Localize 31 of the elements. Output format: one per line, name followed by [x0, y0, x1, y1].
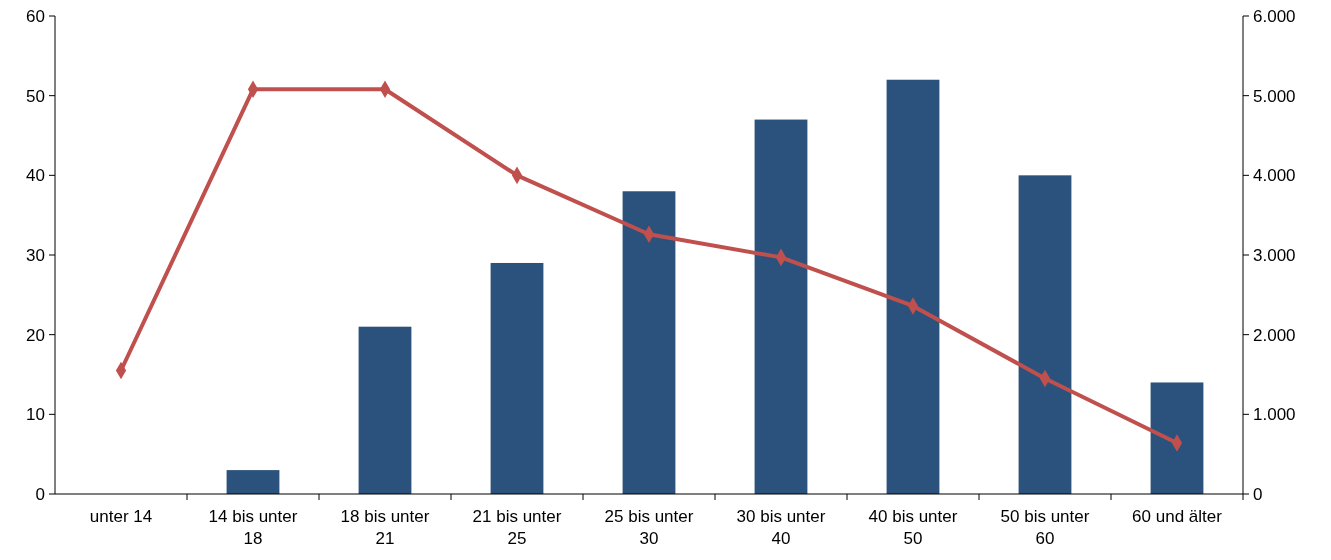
y2-tick-label: 0: [1253, 484, 1263, 504]
y2-tick-label: 6.000: [1253, 6, 1296, 26]
bar: [622, 191, 676, 494]
y-tick-label: 50: [26, 86, 45, 106]
bar: [358, 326, 412, 494]
y2-tick-label: 3.000: [1253, 245, 1296, 265]
y-tick-label: 20: [26, 325, 45, 345]
bar: [886, 79, 940, 494]
x-tick-label: 30 bis unter 40: [736, 507, 826, 548]
bar: [226, 470, 280, 494]
x-tick-label: 14 bis unter 18: [208, 507, 298, 548]
y-tick-label: 60: [26, 6, 45, 26]
x-tick-label: 40 bis unter 50: [868, 507, 958, 548]
y2-tick-label: 1.000: [1253, 405, 1296, 425]
y-tick-label: 40: [26, 166, 45, 186]
bar: [1150, 382, 1204, 494]
y2-tick-label: 4.000: [1253, 166, 1296, 186]
x-tick-label: unter 14: [89, 507, 153, 526]
y-tick-label: 0: [35, 484, 45, 504]
y-tick-label: 30: [26, 245, 45, 265]
x-tick-label: 50 bis unter 60: [1000, 507, 1090, 548]
bar: [754, 119, 808, 494]
x-tick-label: 18 bis unter 21: [340, 507, 430, 548]
y2-tick-label: 2.000: [1253, 325, 1296, 345]
x-tick-label: 60 und älter: [1132, 507, 1223, 526]
bar: [490, 262, 544, 494]
y-tick-label: 10: [26, 405, 45, 425]
x-tick-label: 21 bis unter 25: [472, 507, 562, 548]
bar: [1018, 175, 1072, 494]
x-tick-label: 25 bis unter 30: [604, 507, 694, 548]
y2-tick-label: 5.000: [1253, 86, 1296, 106]
